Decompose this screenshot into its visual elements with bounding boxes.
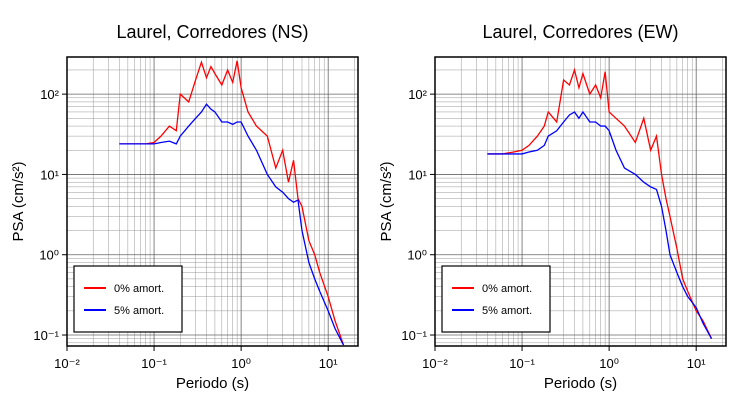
legend-box [441, 265, 551, 333]
x-tick-label: 10⁰ [231, 356, 251, 371]
legend: 0% amort. 5% amort. [73, 265, 183, 333]
chart-title: Laurel, Corredores (NS) [116, 22, 308, 42]
series-line [487, 110, 713, 340]
x-tick-label: 10⁻² [54, 356, 80, 371]
legend-label: 5% amort. [114, 305, 164, 317]
y-tick-label: 10⁰ [407, 248, 427, 263]
legend-label: 0% amort. [114, 283, 164, 295]
y-tick-label: 10⁻¹ [33, 328, 59, 343]
y-tick-label: 10² [40, 87, 59, 102]
y-tick-label: 10⁰ [39, 248, 59, 263]
y-axis-label: PSA (cm/s²) [378, 161, 395, 241]
x-tick-label: 10⁻¹ [141, 356, 167, 371]
y-tick-label: 10¹ [40, 167, 59, 182]
x-axis-label: Periodo (s) [176, 375, 249, 392]
x-tick-label: 10¹ [319, 356, 338, 371]
y-tick-label: 10⁻¹ [401, 328, 427, 343]
x-axis-label: Periodo (s) [544, 375, 617, 392]
x-tick-label: 10⁰ [599, 356, 619, 371]
legend-box [73, 265, 183, 333]
x-tick-label: 10¹ [687, 356, 706, 371]
plot-frame [434, 56, 727, 347]
legend-label: 0% amort. [482, 283, 532, 295]
panel: Laurel, Corredores (NS) 10⁻² 10⁻¹ 10⁰ 10¹ 10⁻… [10, 22, 359, 392]
y-tick-label: 10² [408, 87, 427, 102]
plot-frame [66, 56, 359, 347]
x-tick-label: 10⁻¹ [509, 356, 535, 371]
legend: 0% amort. 5% amort. [441, 265, 551, 333]
legend-label: 5% amort. [482, 305, 532, 317]
series-line [119, 60, 345, 346]
y-tick-label: 10¹ [408, 167, 427, 182]
series-line [487, 67, 713, 339]
y-axis-label: PSA (cm/s²) [10, 161, 27, 241]
chart-title: Laurel, Corredores (EW) [482, 22, 678, 42]
panel: Laurel, Corredores (EW) 10⁻² 10⁻¹ 10⁰ 10¹ 10⁻… [378, 22, 727, 392]
x-tick-label: 10⁻² [422, 356, 448, 371]
series-line [119, 103, 345, 346]
